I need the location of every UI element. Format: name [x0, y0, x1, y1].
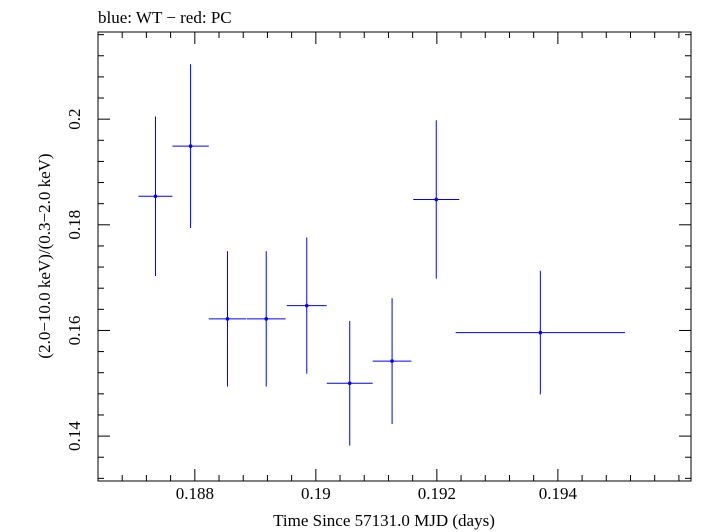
y-tick-label: 0.2	[65, 109, 84, 130]
point-marker	[188, 144, 193, 148]
chart-title: blue: WT − red: PC	[98, 8, 232, 27]
data-point	[286, 237, 327, 374]
x-axis-title: Time Since 57131.0 MJD (days)	[273, 511, 495, 530]
axis-ticks	[97, 32, 691, 481]
data-point	[372, 298, 412, 424]
data-point	[172, 64, 209, 228]
data-point	[413, 120, 460, 279]
tick-labels: 0.188 0.19 0.192 0.194 0.14 0.16 0.18 0.2	[65, 109, 578, 503]
y-tick-label: 0.18	[65, 210, 84, 240]
x-tick-label: 0.188	[176, 484, 214, 503]
data-point	[208, 251, 247, 387]
x-tick-label: 0.192	[418, 484, 456, 503]
point-marker	[347, 381, 352, 386]
data-point	[246, 251, 286, 387]
y-tick-label: 0.14	[65, 421, 84, 451]
x-tick-label: 0.19	[301, 484, 331, 503]
point-marker	[153, 194, 158, 199]
data-point	[326, 320, 373, 446]
point-marker	[304, 303, 309, 308]
point-marker	[264, 317, 269, 321]
data-point	[138, 116, 173, 277]
y-tick-label: 0.16	[65, 316, 84, 346]
y-axis-title: (2.0−10.0 keV)/(0.3−2.0 keV)	[35, 153, 54, 358]
point-marker	[225, 317, 230, 321]
data-point	[455, 270, 626, 395]
data-series	[138, 64, 626, 446]
point-marker	[434, 197, 439, 202]
x-tick-label: 0.194	[539, 484, 578, 503]
plot-frame	[97, 31, 692, 482]
point-marker	[538, 330, 543, 335]
point-marker	[390, 359, 394, 363]
